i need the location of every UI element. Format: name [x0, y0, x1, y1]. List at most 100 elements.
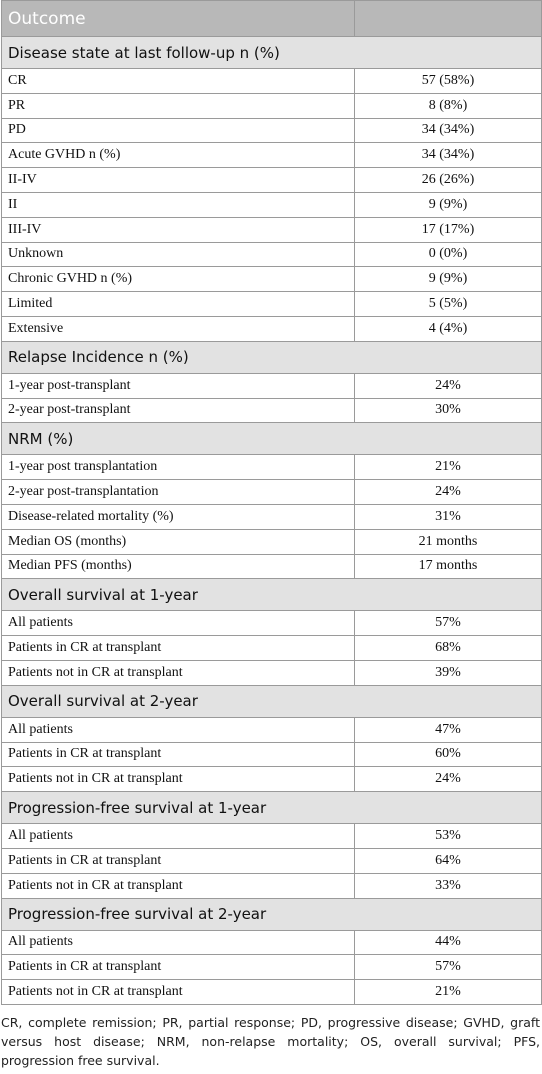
row-label: 2-year post-transplantation [1, 479, 355, 505]
data-row: Disease-related mortality (%) 31% [1, 503, 542, 530]
row-label: II-IV [1, 167, 355, 193]
section-title: Progression-free survival at 1-year [1, 791, 542, 825]
data-row: Median PFS (months) 17 months [1, 553, 542, 580]
data-row: Patients in CR at transplant 68% [1, 635, 542, 661]
data-row: All patients 44% [1, 929, 542, 956]
section-title: NRM (%) [1, 422, 542, 456]
row-value: 26 (26%) [354, 167, 542, 193]
row-label: Patients in CR at transplant [1, 741, 355, 768]
data-row: Unknown 0 (0%) [1, 241, 542, 268]
row-label: 1-year post transplantation [1, 454, 355, 481]
data-row: Acute GVHD n (%) 34 (34%) [1, 142, 542, 169]
data-row: Median OS (months) 21 months [1, 528, 542, 555]
data-row: All patients 53% [1, 823, 542, 849]
row-label: Patients not in CR at transplant [1, 979, 355, 1005]
row-label: All patients [1, 929, 355, 956]
row-value: 0 (0%) [354, 241, 542, 268]
row-value: 39% [354, 659, 542, 686]
row-value: 24% [354, 372, 542, 399]
section-title: Overall survival at 2-year [1, 684, 542, 718]
row-label: Disease-related mortality (%) [1, 503, 355, 530]
footnote: CR, complete remission; PR, partial resp… [1, 1014, 540, 1068]
data-row: II 9 (9%) [1, 191, 542, 218]
row-label: 1-year post-transplant [1, 372, 355, 399]
section-row: Progression-free survival at 1-year [1, 791, 542, 825]
row-label: Acute GVHD n (%) [1, 142, 355, 169]
data-row: CR 57 (58%) [1, 68, 542, 94]
row-label: 2-year post-transplant [1, 397, 355, 424]
row-value: 17 months [354, 553, 542, 580]
data-row: All patients 57% [1, 610, 542, 637]
row-label: II [1, 191, 355, 218]
row-label: Limited [1, 291, 355, 317]
row-label: All patients [1, 716, 355, 743]
row-value: 31% [354, 503, 542, 530]
row-value: 21% [354, 454, 542, 481]
row-value: 24% [354, 479, 542, 505]
data-row: 1-year post-transplant 24% [1, 372, 542, 399]
data-row: Limited 5 (5%) [1, 291, 542, 317]
row-label: All patients [1, 610, 355, 637]
section-title: Overall survival at 1-year [1, 578, 542, 612]
data-row: Patients in CR at transplant 60% [1, 741, 542, 768]
row-value: 34 (34%) [354, 117, 542, 144]
table-body: Outcome Disease state at last follow-up … [1, 0, 542, 1005]
data-row: Patients not in CR at transplant 33% [1, 872, 542, 899]
data-row: Patients not in CR at transplant 24% [1, 766, 542, 793]
row-label: CR [1, 68, 355, 94]
section-row: Relapse Incidence n (%) [1, 340, 542, 374]
row-value: 53% [354, 823, 542, 849]
section-row: Disease state at last follow-up n (%) [1, 36, 542, 69]
data-row: PR 8 (8%) [1, 92, 542, 119]
row-value: 30% [354, 397, 542, 424]
header-row: Outcome [1, 0, 542, 37]
header-cell [354, 0, 542, 37]
row-value: 8 (8%) [354, 92, 542, 119]
row-label: Chronic GVHD n (%) [1, 266, 355, 293]
row-label: PR [1, 92, 355, 119]
row-value: 17 (17%) [354, 216, 542, 243]
row-value: 44% [354, 929, 542, 956]
row-value: 9 (9%) [354, 191, 542, 218]
section-row: Progression-free survival at 2-year [1, 897, 542, 931]
data-row: Patients in CR at transplant 57% [1, 954, 542, 981]
row-label: Extensive [1, 315, 355, 342]
data-row: All patients 47% [1, 716, 542, 743]
section-title: Progression-free survival at 2-year [1, 897, 542, 931]
data-row: Patients not in CR at transplant 21% [1, 979, 542, 1005]
row-label: III-IV [1, 216, 355, 243]
data-row: Patients in CR at transplant 64% [1, 847, 542, 874]
row-value: 47% [354, 716, 542, 743]
data-row: 2-year post-transplant 30% [1, 397, 542, 424]
row-label: Patients not in CR at transplant [1, 659, 355, 686]
row-value: 24% [354, 766, 542, 793]
section-row: Overall survival at 2-year [1, 684, 542, 718]
row-value: 60% [354, 741, 542, 768]
row-value: 21% [354, 979, 542, 1005]
section-row: NRM (%) [1, 422, 542, 456]
row-value: 9 (9%) [354, 266, 542, 293]
row-label: All patients [1, 823, 355, 849]
row-label: Patients in CR at transplant [1, 954, 355, 981]
data-row: PD 34 (34%) [1, 117, 542, 144]
data-row: Patients not in CR at transplant 39% [1, 659, 542, 686]
row-value: 57 (58%) [354, 68, 542, 94]
section-title: Relapse Incidence n (%) [1, 340, 542, 374]
row-value: 33% [354, 872, 542, 899]
row-label: Patients not in CR at transplant [1, 766, 355, 793]
row-value: 34 (34%) [354, 142, 542, 169]
data-row: II-IV 26 (26%) [1, 167, 542, 193]
header-cell: Outcome [1, 0, 355, 37]
row-value: 68% [354, 635, 542, 661]
row-value: 21 months [354, 528, 542, 555]
outcome-table: Outcome Disease state at last follow-up … [1, 0, 542, 1005]
row-label: Median OS (months) [1, 528, 355, 555]
row-label: Patients in CR at transplant [1, 847, 355, 874]
row-label: Patients not in CR at transplant [1, 872, 355, 899]
data-row: III-IV 17 (17%) [1, 216, 542, 243]
row-value: 4 (4%) [354, 315, 542, 342]
data-row: 1-year post transplantation 21% [1, 454, 542, 481]
data-row: Extensive 4 (4%) [1, 315, 542, 342]
row-value: 57% [354, 610, 542, 637]
